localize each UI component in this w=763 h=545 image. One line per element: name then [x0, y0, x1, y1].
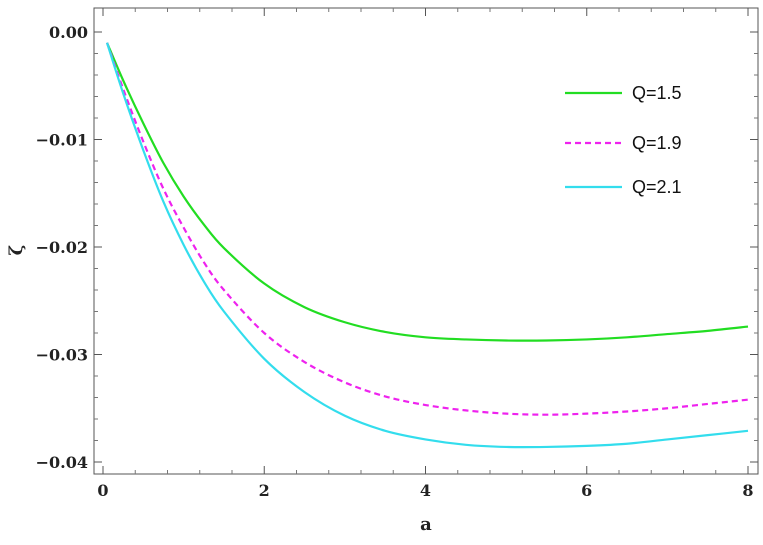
y-tick-label: −0.02 [36, 238, 88, 257]
y-tick-label: 0.00 [49, 23, 88, 42]
legend-label-3: Q=2.1 [632, 177, 682, 197]
y-tick-label: −0.01 [36, 131, 88, 150]
legend-label-1: Q=1.5 [632, 83, 682, 103]
y-tick-label: −0.04 [36, 453, 88, 472]
x-tick-label: 4 [420, 481, 431, 500]
x-tick-label: 6 [581, 481, 592, 500]
series-line-3 [105, 42, 749, 449]
x-tick-label: 8 [742, 481, 753, 500]
x-axis-label: a [420, 514, 432, 535]
x-tick-label: 2 [259, 481, 270, 500]
series-line-1 [106, 42, 749, 342]
series-line-2 [105, 42, 749, 416]
y-tick-label: −0.03 [36, 346, 88, 365]
legend: Q=1.5 Q=1.9 Q=2.1 [565, 83, 682, 197]
series-layer [105, 42, 749, 449]
axis-ticks: 0 2 4 6 8 0.00 −0.01 −0.02 −0.03 −0.04 [36, 8, 758, 500]
y-axis-label: ζ [6, 245, 27, 256]
legend-label-2: Q=1.9 [632, 133, 682, 153]
x-tick-label: 0 [97, 481, 108, 500]
